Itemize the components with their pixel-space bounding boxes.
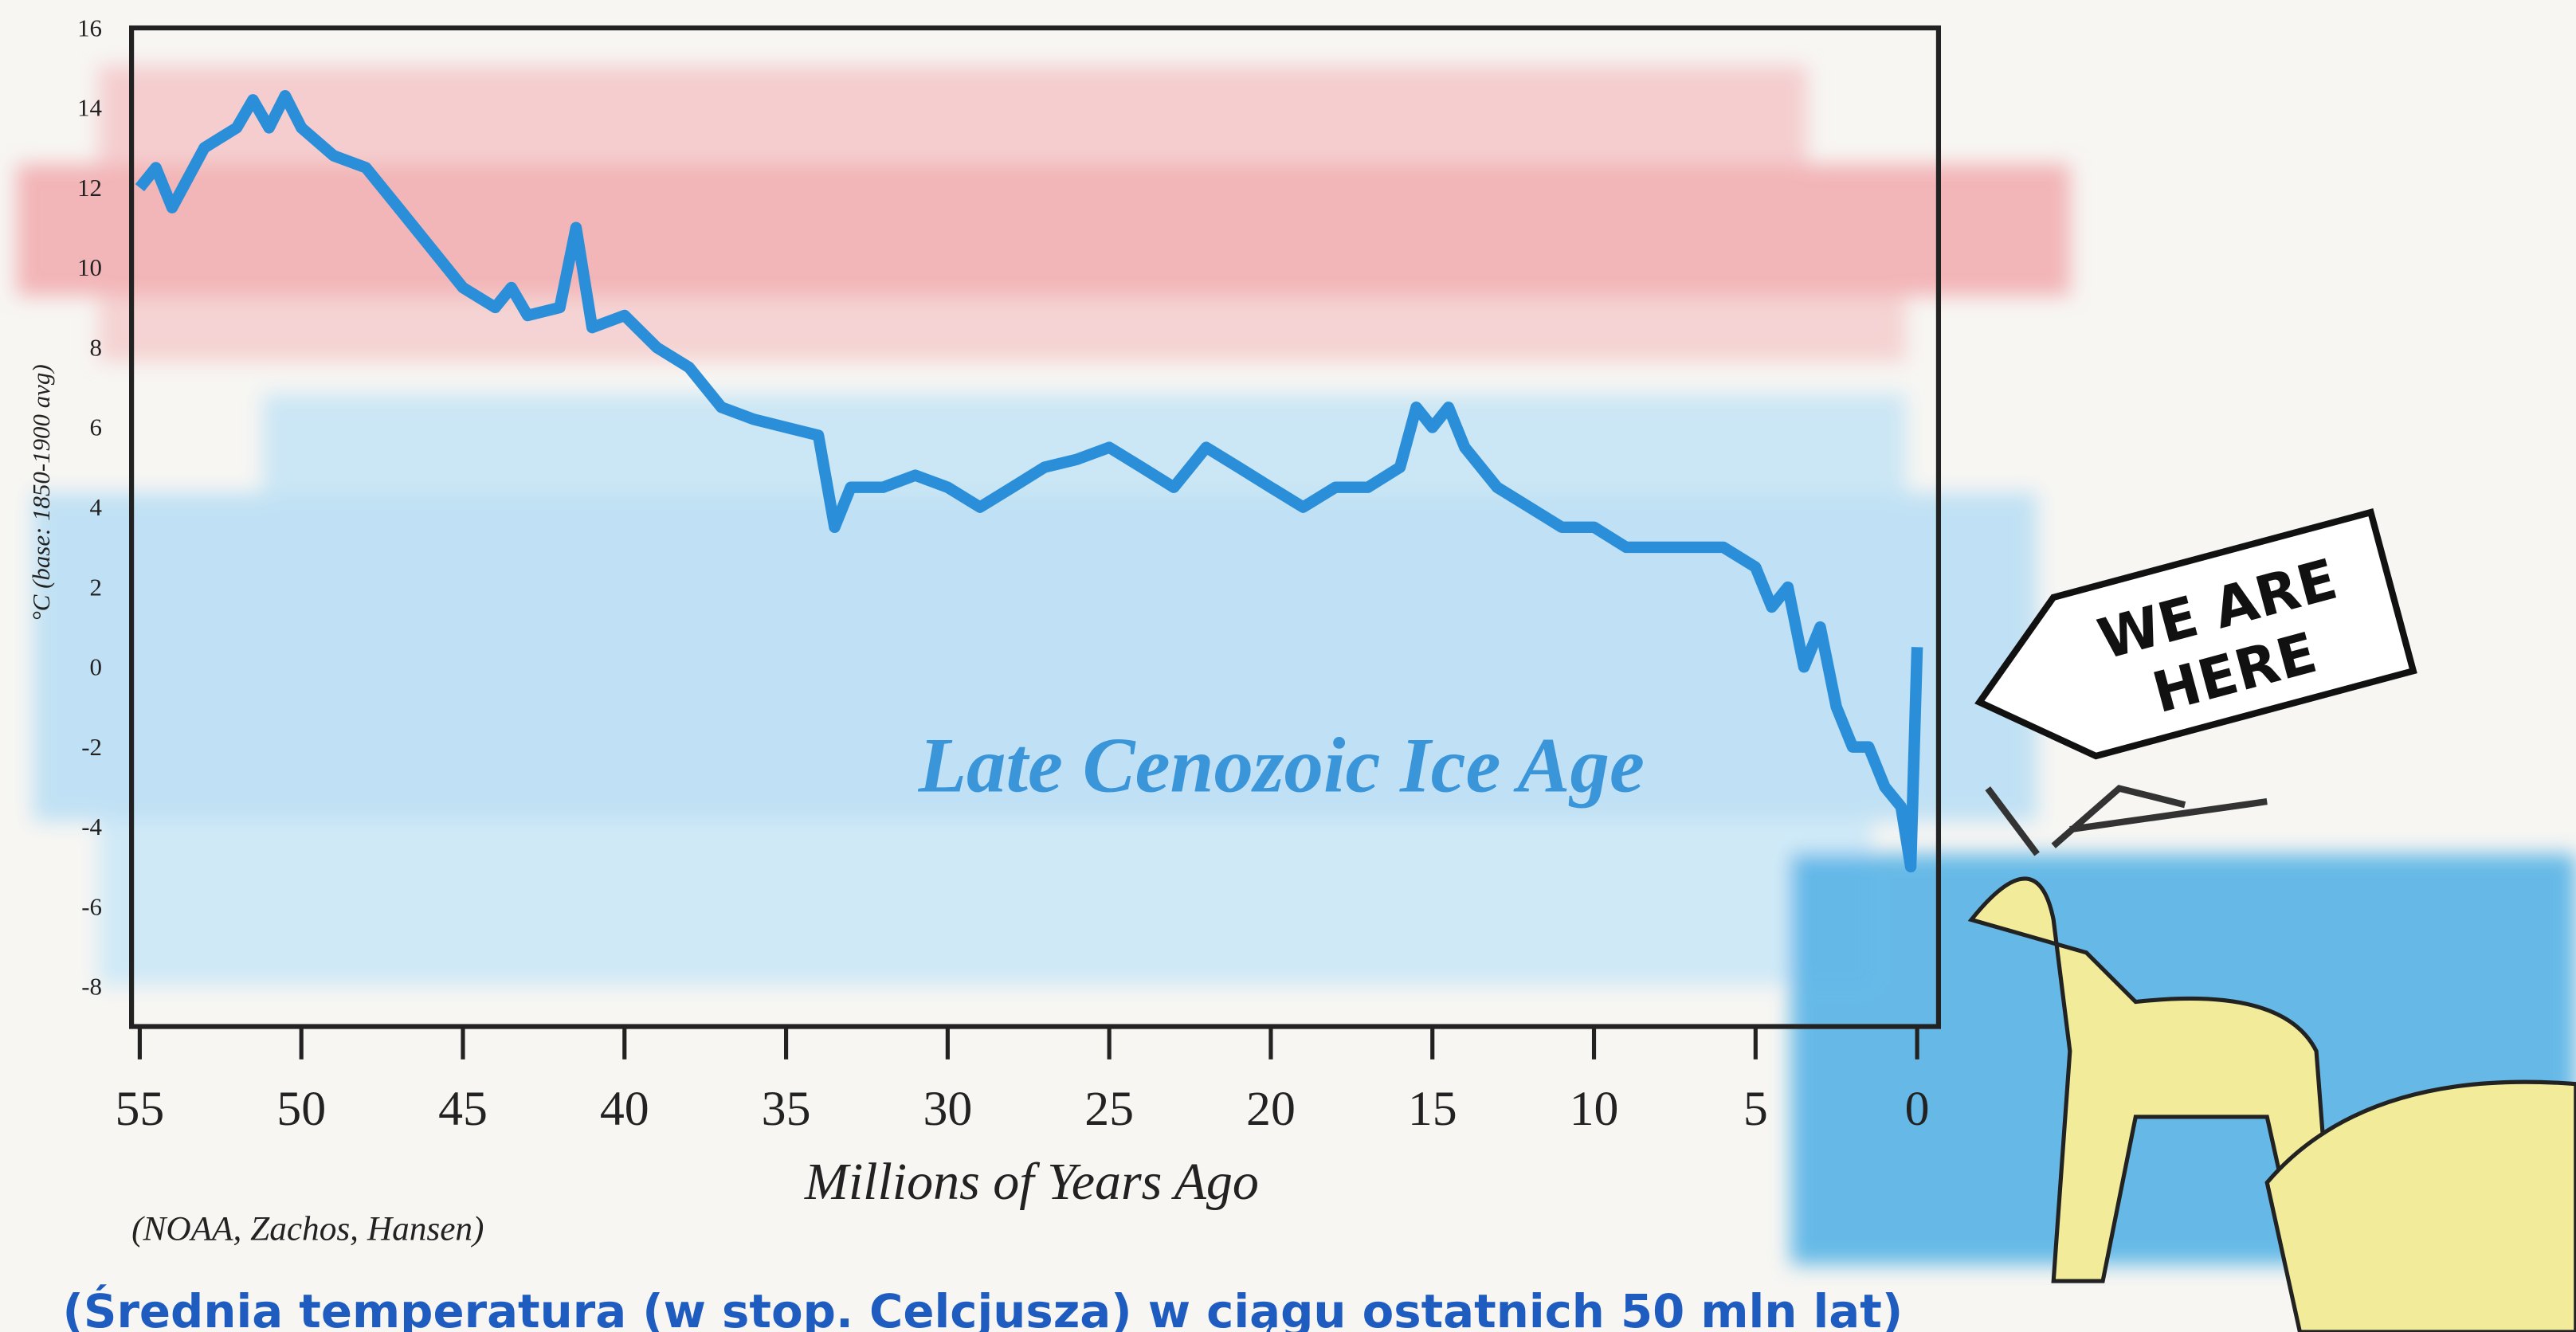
y-tick-label: 10 bbox=[77, 253, 102, 281]
x-tick-label: 45 bbox=[438, 1082, 488, 1136]
x-tick-label: 0 bbox=[1905, 1082, 1930, 1136]
y-tick-label: 12 bbox=[77, 174, 102, 202]
sign bbox=[1974, 508, 2417, 760]
y-tick-label: -8 bbox=[81, 973, 102, 1001]
x-tick-label: 15 bbox=[1408, 1082, 1457, 1136]
y-tick-label: 6 bbox=[90, 413, 102, 441]
y-tick-label: 0 bbox=[90, 653, 102, 681]
y-tick-label: -2 bbox=[81, 733, 102, 761]
y-tick-label: 4 bbox=[90, 493, 102, 521]
x-tick-label: 20 bbox=[1246, 1082, 1296, 1136]
x-tick-label: 10 bbox=[1570, 1082, 1619, 1136]
y-tick-label: 16 bbox=[77, 14, 102, 41]
y-tick-label: -6 bbox=[81, 892, 102, 920]
y-tick-label: -4 bbox=[81, 813, 102, 840]
x-tick-label: 40 bbox=[600, 1082, 649, 1136]
x-axis-label: Millions of Years Ago bbox=[804, 1153, 1259, 1211]
y-tick-label: 8 bbox=[90, 333, 102, 361]
x-tick-label: 30 bbox=[923, 1082, 972, 1136]
y-axis-label: °C (base: 1850-1900 avg) bbox=[27, 364, 55, 621]
x-tick-label: 55 bbox=[115, 1082, 164, 1136]
bands bbox=[16, 65, 2576, 1265]
caption: (Średnia temperatura (w stop. Celcjusza)… bbox=[63, 1284, 1904, 1332]
x-tick-label: 25 bbox=[1084, 1082, 1134, 1136]
x-tick-label: 50 bbox=[276, 1082, 326, 1136]
plot-frame bbox=[129, 25, 1942, 1029]
source: (NOAA, Zachos, Hansen) bbox=[131, 1210, 484, 1248]
animals bbox=[1967, 785, 2576, 1332]
x-tick-label: 5 bbox=[1743, 1082, 1768, 1136]
line bbox=[135, 89, 1923, 873]
y-tick-label: 14 bbox=[77, 94, 102, 122]
y-tick-label: 2 bbox=[90, 573, 102, 601]
x-tick-label: 35 bbox=[762, 1082, 811, 1136]
annotation: Late Cenozoic Ice Age bbox=[918, 723, 1645, 809]
